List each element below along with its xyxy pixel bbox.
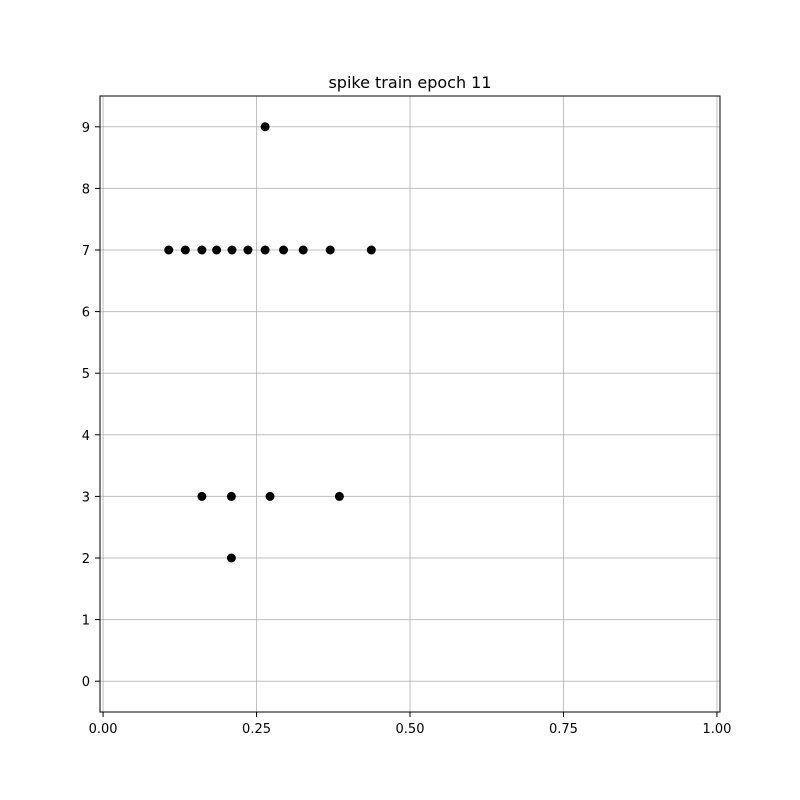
spike-point [334,491,344,501]
spike-point [197,491,207,501]
spike-point [260,122,270,132]
x-axis: 0.00 0.25 0.50 0.75 1.00 [89,712,731,737]
y-tick-label: 6 [82,306,90,321]
spike-point [260,245,270,255]
spike-point [227,245,237,255]
spike-point [298,245,308,255]
x-tick-label: 0.75 [549,722,578,737]
chart-title: spike train epoch 11 [328,73,491,92]
spike-point [180,245,190,255]
x-tick-label: 0.00 [89,722,118,737]
y-tick-label: 3 [82,490,90,505]
x-tick-label: 0.25 [242,722,271,737]
spike-point [243,245,253,255]
spike-point [265,491,275,501]
spike-point [279,245,289,255]
y-tick-label: 5 [82,367,90,382]
spike-point [226,491,236,501]
points-layer [164,122,376,563]
spike-point [325,245,335,255]
grid-layer [100,96,720,712]
spike-point [366,245,376,255]
y-tick-label: 2 [82,552,90,567]
y-tick-label: 7 [82,244,90,259]
x-tick-label: 1.00 [702,722,731,737]
x-tick-label: 0.50 [396,722,425,737]
y-tick-label: 9 [82,121,90,136]
y-tick-label: 4 [82,429,90,444]
y-tick-label: 8 [82,182,90,197]
spike-point [164,245,174,255]
spike-point [212,245,222,255]
spike-point [197,245,207,255]
y-tick-label: 0 [82,675,90,690]
y-tick-label: 1 [82,614,90,629]
y-axis: 0 1 2 3 4 5 6 7 8 9 [82,121,100,690]
spike-point [226,553,236,563]
